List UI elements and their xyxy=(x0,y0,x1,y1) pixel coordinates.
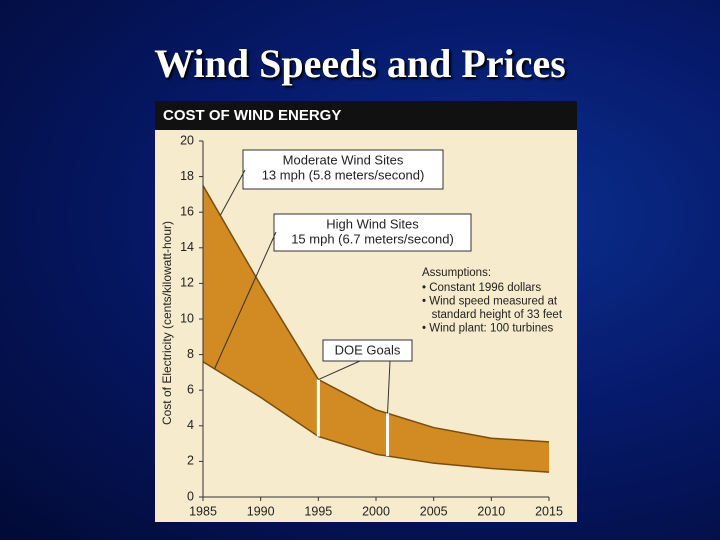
band-fill xyxy=(203,185,549,473)
goals-callout-text: DOE Goals xyxy=(335,342,401,357)
y-tick-label: 12 xyxy=(180,276,194,290)
moderate-callout-box xyxy=(242,149,444,190)
x-tick-label: 1985 xyxy=(189,504,217,518)
assumptions-item: • Wind speed measured at xyxy=(422,296,558,308)
callout-pointer xyxy=(214,231,277,370)
slide-title: Wind Speeds and Prices xyxy=(154,41,566,86)
x-tick-label: 2005 xyxy=(420,504,448,518)
y-tick-label: 6 xyxy=(187,382,194,396)
y-tick-label: 18 xyxy=(180,169,194,183)
assumptions-item: standard height of 33 feet xyxy=(422,309,563,321)
y-tick-label: 2 xyxy=(187,454,194,468)
x-tick-label: 2015 xyxy=(535,504,563,518)
y-tick-label: 14 xyxy=(180,240,194,254)
moderate-callout-text: Moderate Wind Sites xyxy=(283,152,404,167)
high-callout-text: High Wind Sites xyxy=(326,216,419,231)
assumptions-title: Assumptions: xyxy=(422,267,491,279)
chart-title: COST OF WIND ENERGY xyxy=(163,107,341,124)
chart-header xyxy=(155,101,577,130)
high-callout-box xyxy=(273,213,472,252)
x-tick-label: 2010 xyxy=(477,504,505,518)
callout-pointer xyxy=(318,360,361,380)
y-tick-label: 20 xyxy=(180,133,194,147)
assumptions-item: • Constant 1996 dollars xyxy=(422,282,541,294)
assumptions-item: • Wind plant: 100 turbines xyxy=(422,323,553,335)
y-tick-label: 16 xyxy=(180,204,194,218)
y-tick-label: 0 xyxy=(187,489,194,503)
x-tick-label: 1995 xyxy=(304,504,332,518)
y-axis-label: Cost of Electricity (cents/kilowatt-hour… xyxy=(160,221,174,425)
y-tick-label: 10 xyxy=(180,311,194,325)
y-tick-label: 8 xyxy=(187,347,194,361)
callout-pointer xyxy=(219,169,246,216)
y-tick-label: 4 xyxy=(187,418,194,432)
high-callout-text: 15 mph (6.7 meters/second) xyxy=(291,231,454,246)
moderate-callout-text: 13 mph (5.8 meters/second) xyxy=(262,167,425,182)
series-edge xyxy=(202,185,550,443)
series-edge xyxy=(202,361,550,473)
x-tick-label: 1990 xyxy=(247,504,275,518)
x-tick-label: 2000 xyxy=(362,504,390,518)
goals-callout-box xyxy=(322,339,413,362)
callout-pointer xyxy=(387,360,391,414)
